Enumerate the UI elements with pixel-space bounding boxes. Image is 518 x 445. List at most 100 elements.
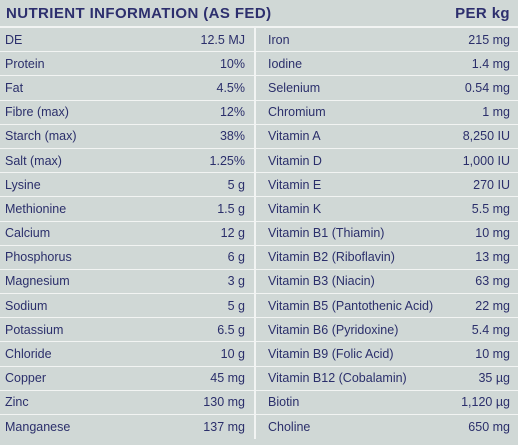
nutrient-value: 10 mg <box>475 226 510 241</box>
table-row: Selenium 0.54 mg <box>256 76 518 101</box>
nutrient-value: 650 mg <box>468 420 510 435</box>
nutrient-name: Chromium <box>268 105 326 120</box>
nutrient-value: 1.4 mg <box>471 56 510 71</box>
table-row: Vitamin B2 (Riboflavin) 13 mg <box>256 246 518 270</box>
table-row: Lysine 5 g <box>0 173 254 198</box>
nutrient-name: Methionine <box>5 201 67 216</box>
nutrient-value: 3 g <box>227 274 245 289</box>
nutrient-value: 8,250 IU <box>462 129 510 144</box>
table-row: Protein 10% <box>0 52 254 77</box>
nutrient-value: 1,000 IU <box>462 153 510 168</box>
table-row: Vitamin B12 (Cobalamin) 35 µg <box>256 367 518 391</box>
nutrient-name: DE <box>5 32 23 47</box>
nutrient-value: 215 mg <box>468 32 510 47</box>
table-title: NUTRIENT INFORMATION (AS FED) <box>6 4 272 22</box>
nutrient-name: Vitamin D <box>268 153 322 168</box>
nutrient-name: Protein <box>5 56 45 71</box>
nutrient-value: 13 mg <box>475 250 510 265</box>
left-column: DE 12.5 MJ Protein 10% Fat 4.5% Fibre (max) 12%… <box>0 28 256 440</box>
nutrient-name: Lysine <box>5 177 41 192</box>
nutrient-name: Iodine <box>268 56 303 71</box>
table-row: Starch (max) 38% <box>0 125 254 149</box>
nutrient-name: Vitamin E <box>268 177 322 192</box>
nutrient-value: 12.5 MJ <box>200 32 245 47</box>
nutrient-name: Potassium <box>5 322 64 337</box>
nutrient-table: DE 12.5 MJ Protein 10% Fat 4.5% Fibre (max) 12%… <box>0 28 518 440</box>
nutrient-name: Selenium <box>268 80 321 95</box>
table-row: Vitamin D 1,000 IU <box>256 149 518 174</box>
nutrient-name: Choline <box>268 420 311 435</box>
table-row: Vitamin E 270 IU <box>256 173 518 198</box>
nutrient-name: Fat <box>5 80 24 95</box>
nutrient-value: 10% <box>219 56 245 71</box>
table-row: Vitamin B1 (Thiamin) 10 mg <box>256 222 518 246</box>
nutrient-name: Starch (max) <box>5 129 77 144</box>
table-row: Zinc 130 mg <box>0 391 254 415</box>
nutrient-value: 10 g <box>220 347 245 362</box>
nutrient-name: Zinc <box>5 395 29 410</box>
table-row: Chromium 1 mg <box>256 101 518 125</box>
nutrient-value: 1.25% <box>209 153 245 168</box>
nutrient-value: 12 g <box>220 226 245 241</box>
table-row: Manganese 137 mg <box>0 415 254 439</box>
nutrient-value: 1 mg <box>482 105 510 120</box>
per-unit-label: PER kg <box>455 4 510 22</box>
nutrient-name: Vitamin K <box>268 201 322 216</box>
table-row: Salt (max) 1.25% <box>0 149 254 174</box>
nutrient-value: 45 mg <box>210 371 245 386</box>
table-row: Fat 4.5% <box>0 76 254 101</box>
nutrient-value: 4.5% <box>216 80 246 95</box>
table-row: Vitamin A 8,250 IU <box>256 125 518 149</box>
nutrient-value: 5 g <box>227 177 245 192</box>
nutrient-value: 6 g <box>227 250 245 265</box>
table-row: Vitamin B6 (Pyridoxine) 5.4 mg <box>256 318 518 343</box>
nutrient-value: 6.5 g <box>217 322 245 337</box>
nutrient-name: Sodium <box>5 298 48 313</box>
table-row: Phosphorus 6 g <box>0 246 254 270</box>
nutrient-name: Vitamin B1 (Thiamin) <box>268 226 385 241</box>
table-row: Vitamin B5 (Pantothenic Acid) 22 mg <box>256 294 518 319</box>
table-row: Sodium 5 g <box>0 294 254 319</box>
nutrient-value: 5.5 mg <box>471 201 510 216</box>
nutrient-value: 1,120 µg <box>461 395 510 410</box>
nutrient-value: 22 mg <box>475 298 510 313</box>
nutrient-name: Fibre (max) <box>5 105 69 120</box>
nutrient-value: 35 µg <box>478 371 510 386</box>
nutrient-value: 5.4 mg <box>471 322 510 337</box>
table-row: Vitamin B3 (Niacin) 63 mg <box>256 270 518 295</box>
table-row: Copper 45 mg <box>0 367 254 391</box>
nutrient-name: Iron <box>268 32 290 47</box>
table-row: Magnesium 3 g <box>0 270 254 295</box>
table-header: NUTRIENT INFORMATION (AS FED) PER kg <box>0 0 518 28</box>
table-row: Vitamin K 5.5 mg <box>256 197 518 222</box>
nutrient-name: Phosphorus <box>5 250 72 265</box>
nutrient-value: 38% <box>219 129 245 144</box>
nutrient-name: Manganese <box>5 420 71 435</box>
nutrient-name: Vitamin A <box>268 129 321 144</box>
table-row: Iodine 1.4 mg <box>256 52 518 77</box>
right-column: Iron 215 mg Iodine 1.4 mg Selenium 0.54 mg Chr… <box>256 28 518 439</box>
nutrient-name: Vitamin B6 (Pyridoxine) <box>268 322 399 337</box>
nutrient-name: Vitamin B12 (Cobalamin) <box>268 371 407 386</box>
nutrient-name: Vitamin B9 (Folic Acid) <box>268 347 394 362</box>
nutrient-value: 5 g <box>227 298 245 313</box>
nutrient-name: Vitamin B2 (Riboflavin) <box>268 250 395 265</box>
nutrient-name: Calcium <box>5 226 51 241</box>
nutrient-value: 63 mg <box>475 274 510 289</box>
table-row: DE 12.5 MJ <box>0 28 254 53</box>
table-row: Biotin 1,120 µg <box>256 391 518 415</box>
nutrient-name: Salt (max) <box>5 153 62 168</box>
table-row: Chloride 10 g <box>0 342 254 367</box>
nutrient-value: 137 mg <box>203 420 245 435</box>
table-row: Fibre (max) 12% <box>0 101 254 125</box>
nutrient-value: 12% <box>219 105 245 120</box>
table-row: Methionine 1.5 g <box>0 197 254 222</box>
table-row: Potassium 6.5 g <box>0 318 254 343</box>
nutrient-name: Magnesium <box>5 274 70 289</box>
nutrient-value: 10 mg <box>475 347 510 362</box>
nutrient-value: 130 mg <box>203 395 245 410</box>
table-row: Vitamin B9 (Folic Acid) 10 mg <box>256 342 518 367</box>
nutrient-name: Vitamin B5 (Pantothenic Acid) <box>268 298 434 313</box>
nutrient-name: Copper <box>5 371 46 386</box>
